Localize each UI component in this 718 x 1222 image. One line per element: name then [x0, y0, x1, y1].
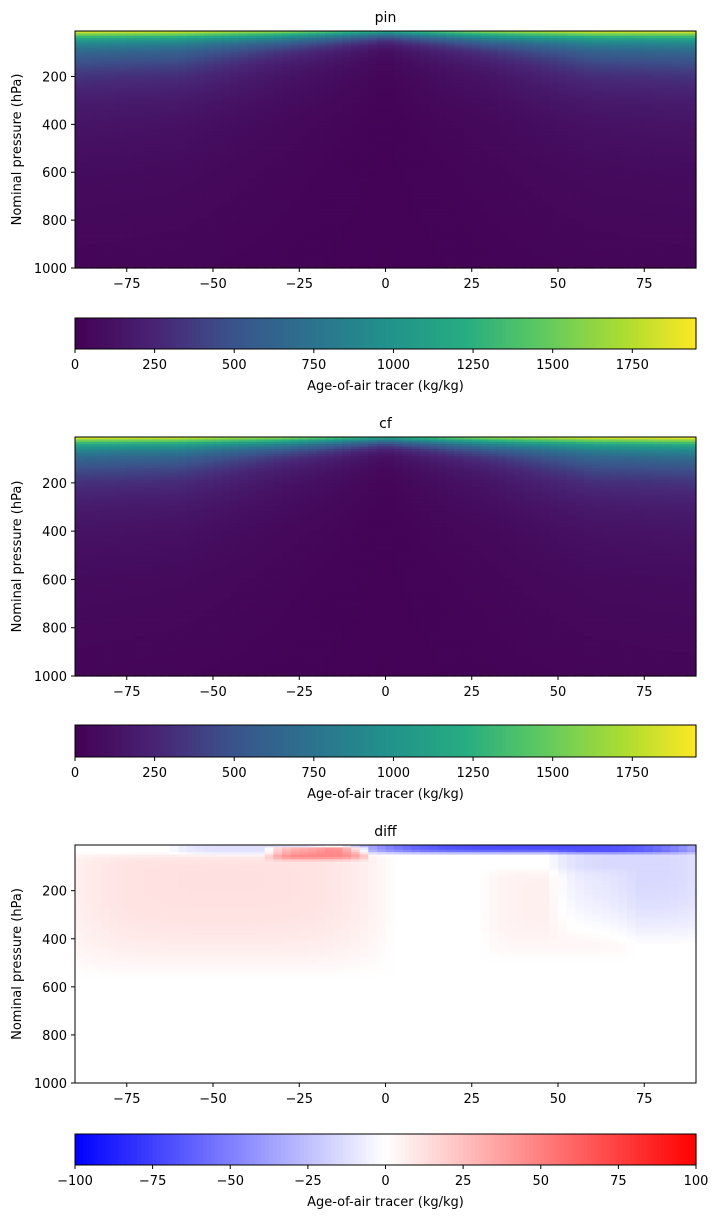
- panel-pin: pin−75 −50 −25 0 25 50 752004006008001000Nomin…: [10, 10, 697, 394]
- heatmap-cells: [75, 31, 697, 269]
